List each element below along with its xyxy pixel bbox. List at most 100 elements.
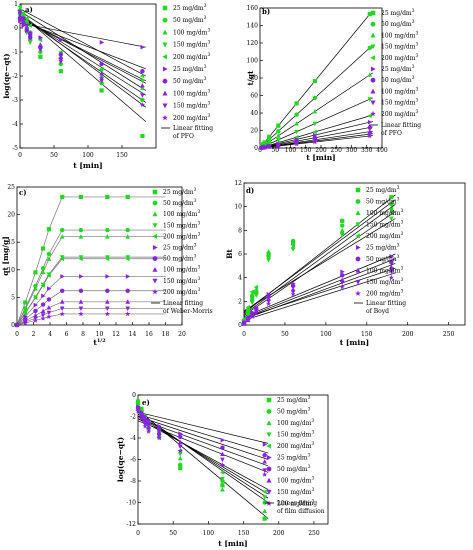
data-point [99, 75, 105, 81]
data-point [37, 44, 43, 50]
data-point [105, 255, 110, 260]
legend-label: 100 mg/dm3 [381, 30, 418, 39]
data-point [253, 284, 259, 290]
y-axis-label: t/qt [246, 70, 255, 85]
plot-frame [243, 182, 466, 326]
data-point [245, 317, 251, 323]
data-point [138, 415, 145, 421]
x-tick-label: 10 [96, 331, 104, 338]
legend-label: 200 mg/dm3 [163, 287, 200, 296]
legend-label: 25 mg/dm3 [277, 453, 311, 462]
y-tick-label: 120 [247, 40, 259, 47]
data-point [290, 291, 296, 297]
x-tick-label: 100 [203, 530, 215, 537]
fit-line [19, 22, 146, 48]
data-point [249, 313, 255, 319]
data-point [340, 223, 345, 228]
data-point [78, 311, 84, 317]
x-tick-label: 100 [82, 152, 94, 159]
legend-marker [162, 78, 168, 84]
legend-label: 100 mg/dm3 [381, 86, 418, 95]
data-point [266, 252, 271, 258]
data-point [46, 273, 51, 278]
data-point [125, 274, 131, 279]
fit-line [16, 290, 166, 326]
legend-fit-label: of PFO [381, 130, 402, 137]
data-point [20, 11, 26, 16]
legend-label: 100 mg/dm3 [173, 27, 210, 36]
data-point [20, 15, 26, 21]
data-point [41, 293, 46, 299]
series-1 [14, 194, 130, 328]
data-point [125, 256, 130, 262]
y-tick-label: -10 [126, 500, 136, 507]
data-point [125, 194, 130, 200]
data-point [78, 255, 84, 260]
fit-line [243, 253, 396, 318]
y-tick-label: 25 [7, 184, 15, 191]
data-point [78, 227, 84, 233]
data-point [294, 141, 300, 147]
data-point [262, 452, 267, 458]
chart-panel-3: 0 2 4 6 8 10 12 14 16 18 20 0 5 10 15 20 25 t1/2 qt [mg/g]… [1, 184, 213, 347]
data-point [140, 85, 145, 90]
legend-marker [266, 477, 272, 483]
data-point [294, 129, 299, 135]
fit-line [243, 267, 396, 319]
data-point [262, 516, 267, 521]
data-point [253, 293, 259, 298]
data-point [262, 500, 267, 505]
x-axis-label: t1/2 [93, 338, 106, 347]
data-point [59, 234, 65, 239]
data-point [312, 95, 318, 101]
legend-marker [162, 29, 168, 35]
legend-fit-label: of film diffusion [277, 508, 325, 515]
legend-fit-label: Linear fitting [381, 122, 421, 129]
x-tick-label: 200 [402, 331, 414, 338]
data-point [59, 256, 65, 262]
data-point [105, 274, 110, 279]
data-point [104, 256, 110, 262]
data-point [32, 317, 39, 323]
legend-marker [355, 267, 361, 273]
x-tick-label: 2 [32, 331, 36, 338]
data-point [27, 23, 33, 28]
data-point [245, 304, 250, 310]
data-point [58, 69, 63, 74]
data-point [339, 230, 345, 236]
data-point [261, 144, 268, 150]
legend-label: 25 mg/dm3 [163, 187, 197, 196]
fit-line [137, 416, 269, 460]
legend-marker [266, 420, 272, 426]
fit-line [137, 411, 269, 444]
legend: 25 mg/dm3 50 mg/dm3 100 mg/dm3 150 mg/dm3 20… [265, 395, 325, 515]
series-10 [17, 8, 145, 108]
data-point [27, 30, 33, 36]
data-point [58, 37, 64, 43]
legend-fit-label: Linear fitting [173, 125, 213, 132]
legend-label: 50 mg/dm3 [366, 254, 400, 263]
legend-marker [370, 66, 376, 72]
data-point [145, 428, 152, 434]
y-tick-label: 60 [250, 93, 258, 100]
legend-marker [355, 256, 361, 262]
y-tick-label: 1 [14, 1, 18, 8]
data-point [46, 314, 52, 319]
data-point [78, 288, 84, 293]
data-point [140, 78, 145, 84]
x-tick-label: 200 [273, 530, 285, 537]
data-point [178, 434, 183, 440]
data-point [249, 291, 255, 297]
data-point [105, 306, 110, 311]
data-point [46, 305, 52, 310]
legend-label: 150 mg/dm3 [366, 277, 403, 286]
data-point [140, 68, 145, 74]
data-point [312, 78, 317, 84]
y-tick-label: -4 [12, 121, 18, 128]
legend-fit-label: of Weber-Morris [163, 308, 213, 315]
data-point [267, 134, 272, 139]
series-5 [241, 206, 394, 322]
legend-marker [152, 266, 158, 272]
legend-marker [152, 233, 158, 239]
data-point [22, 311, 28, 316]
